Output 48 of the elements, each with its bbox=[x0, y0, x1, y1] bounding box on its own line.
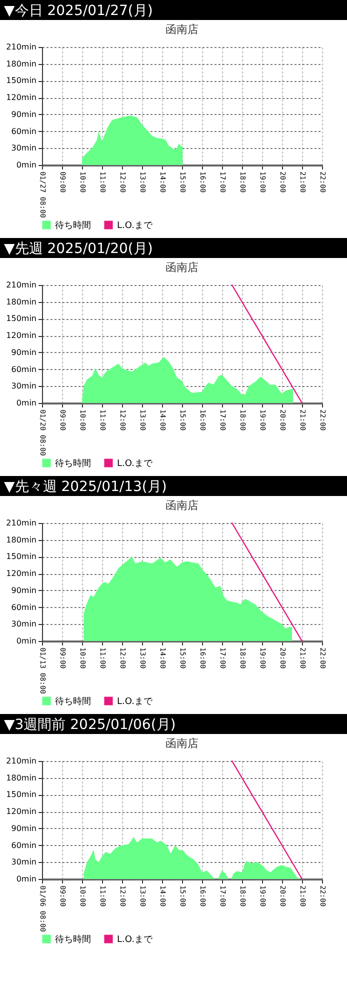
chart-title: ▼今日 2025/01/27(月) bbox=[4, 3, 153, 19]
y-tick-label: 90min bbox=[11, 110, 36, 119]
legend-label: 待ち時間 bbox=[55, 934, 91, 945]
y-tick-label: 60min bbox=[11, 840, 36, 850]
y-tick-label: 210min bbox=[6, 756, 36, 766]
y-tick-label: 30min bbox=[11, 620, 36, 629]
y-tick-label: 90min bbox=[11, 348, 36, 357]
y-tick-label: 90min bbox=[11, 586, 36, 595]
legend-label: L.O.まで bbox=[117, 934, 154, 945]
y-tick-label: 180min bbox=[6, 773, 36, 782]
y-tick-label: 120min bbox=[6, 331, 36, 340]
chart-subtitle: 函南店 bbox=[166, 737, 198, 750]
chart-title: ▼3週間前 2025/01/06(月) bbox=[4, 717, 176, 733]
y-tick-label: 210min bbox=[6, 280, 36, 290]
y-tick-label: 0min bbox=[16, 874, 36, 884]
y-tick-label: 30min bbox=[11, 382, 36, 391]
y-tick-label: 30min bbox=[11, 144, 36, 153]
legend-label: L.O.まで bbox=[117, 220, 154, 231]
y-tick-label: 210min bbox=[6, 42, 36, 52]
y-tick-label: 150min bbox=[6, 790, 36, 800]
y-tick-label: 210min bbox=[6, 518, 36, 528]
chart-subtitle: 函南店 bbox=[166, 499, 198, 512]
y-tick-label: 150min bbox=[6, 314, 36, 324]
y-tick-label: 180min bbox=[6, 59, 36, 68]
y-tick-label: 0min bbox=[16, 636, 36, 646]
chart-subtitle: 函南店 bbox=[166, 261, 198, 274]
y-tick-label: 150min bbox=[6, 552, 36, 562]
y-tick-label: 0min bbox=[16, 398, 36, 408]
y-tick-label: 60min bbox=[11, 126, 36, 136]
y-tick-label: 30min bbox=[11, 858, 36, 867]
legend-label: 待ち時間 bbox=[55, 220, 91, 231]
y-tick-label: 120min bbox=[6, 807, 36, 816]
y-tick-label: 60min bbox=[11, 364, 36, 374]
y-tick-label: 120min bbox=[6, 569, 36, 578]
y-tick-label: 120min bbox=[6, 93, 36, 102]
legend-label: L.O.まで bbox=[117, 458, 154, 469]
legend-label: 待ち時間 bbox=[55, 696, 91, 707]
chart-title: ▼先々週 2025/01/13(月) bbox=[4, 479, 167, 495]
legend-label: L.O.まで bbox=[117, 696, 154, 707]
y-tick-label: 150min bbox=[6, 76, 36, 86]
chart-subtitle: 函南店 bbox=[166, 23, 198, 36]
legend-label: 待ち時間 bbox=[55, 458, 91, 469]
y-tick-label: 0min bbox=[16, 160, 36, 170]
y-tick-label: 90min bbox=[11, 824, 36, 833]
y-tick-label: 180min bbox=[6, 297, 36, 306]
chart-title: ▼先週 2025/01/20(月) bbox=[4, 241, 153, 257]
y-tick-label: 180min bbox=[6, 535, 36, 544]
y-tick-label: 60min bbox=[11, 602, 36, 612]
